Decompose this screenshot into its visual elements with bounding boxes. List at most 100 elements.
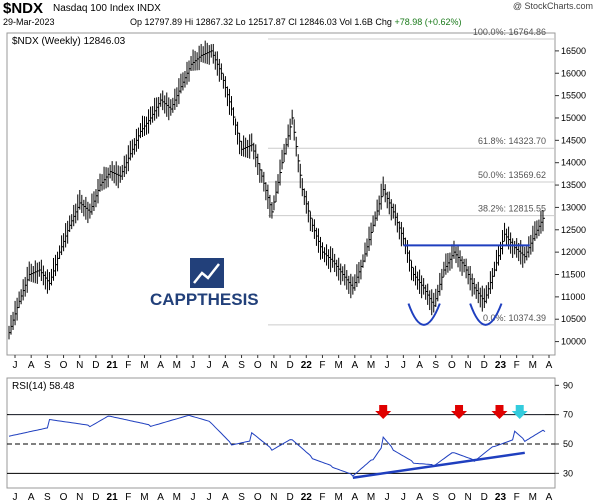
price-x-tick-label: F (514, 360, 520, 371)
close-value: 12846.03 (299, 17, 337, 27)
price-x-tick-label: J (401, 360, 406, 371)
rsi-x-tick-label: S (432, 492, 439, 503)
price-y-tick-label: 15000 (561, 113, 586, 123)
price-x-tick-label: F (125, 360, 131, 371)
fib-level-label: 100.0%: 16764.86 (473, 27, 546, 37)
rsi-x-tick-label: D (92, 492, 99, 503)
rsi-x-tick-label: M (334, 492, 342, 503)
price-y-tick-label: 10000 (561, 337, 586, 347)
price-legend: $NDX (Weekly) 12846.03 (12, 36, 126, 47)
price-x-tick-label: M (140, 360, 148, 371)
rsi-x-tick-label: S (238, 492, 245, 503)
rsi-x-tick-label: M (529, 492, 537, 503)
price-x-tick-label: 23 (495, 360, 507, 371)
price-y-tick-label: 16000 (561, 68, 586, 78)
fib-level-label: 61.8%: 14323.70 (478, 136, 546, 146)
price-x-tick-label: A (351, 360, 358, 371)
price-x-tick-label: D (286, 360, 293, 371)
price-layer: 10000 10500 11000 11500 12000 12500 13000 13500… (8, 27, 586, 371)
price-y-tick-label: 13500 (561, 180, 586, 190)
fib-level-label: 0.0%: 10374.39 (483, 313, 546, 323)
rsi-x-tick-label: 23 (495, 492, 507, 503)
price-x-tick-label: M (334, 360, 342, 371)
price-x-tick-label: S (238, 360, 245, 371)
rsi-x-tick-label: N (464, 492, 471, 503)
rsi-signal-arrow (491, 405, 508, 419)
price-x-tick-label: N (464, 360, 471, 371)
price-y-tick-label: 14500 (561, 135, 586, 145)
rsi-signal-arrow (451, 405, 468, 419)
price-x-tick-label: 22 (301, 360, 313, 371)
rsi-y-tick-label: 70 (563, 410, 573, 420)
rsi-x-tick-label: N (270, 492, 277, 503)
price-x-tick-label: D (481, 360, 488, 371)
rsi-x-tick-label: F (319, 492, 325, 503)
rsi-x-tick-label: N (76, 492, 83, 503)
rsi-signal-arrow (375, 405, 392, 419)
price-y-tick-label: 11500 (561, 270, 585, 280)
price-y-tick-label: 12000 (561, 247, 586, 257)
rsi-x-tick-label: J (191, 492, 196, 503)
price-y-tick-label: 15500 (561, 91, 586, 101)
price-x-tick-label: O (60, 360, 68, 371)
rsi-x-tick-label: O (60, 492, 68, 503)
rsi-x-tick-label: O (448, 492, 456, 503)
rsi-x-tick-label: 22 (301, 492, 313, 503)
rsi-x-tick-label: A (416, 492, 423, 503)
pattern-cup-right (469, 303, 503, 326)
price-x-tick-label: O (448, 360, 456, 371)
price-pane-frame (6, 32, 556, 356)
price-x-tick-label: A (28, 360, 35, 371)
change-value: +78.98 (+0.62%) (394, 17, 462, 27)
price-x-tick-label: N (270, 360, 277, 371)
chart-index-name: Nasdaq 100 Index INDX (53, 3, 161, 14)
price-x-tick-label: S (44, 360, 51, 371)
rsi-x-tick-label: J (207, 492, 212, 503)
change-label: Chg (375, 17, 392, 27)
chart-date: 29-Mar-2023 (3, 17, 55, 27)
ohlc-readout: Op 12797.89 Hi 12867.32 Lo 12517.87 Cl 1… (130, 17, 462, 27)
price-x-tick-label: N (76, 360, 83, 371)
rsi-x-tick-label: A (28, 492, 35, 503)
price-y-tick-label: 16500 (561, 46, 586, 56)
rsi-x-tick-label: A (157, 492, 164, 503)
rsi-x-tick-label: J (385, 492, 390, 503)
price-x-tick-label: M (173, 360, 181, 371)
logo-text: CAPPTHESIS (150, 290, 259, 309)
low-label: Lo (235, 17, 246, 27)
rsi-line (8, 414, 546, 477)
capp-logo: CAPPTHESIS (150, 258, 259, 309)
rsi-x-tick-label: M (140, 492, 148, 503)
rsi-x-tick-label: O (254, 492, 262, 503)
rsi-y-tick-label: 30 (563, 468, 573, 478)
rsi-x-tick-label: A (222, 492, 229, 503)
rsi-x-tick-label: F (514, 492, 520, 503)
rsi-y-tick-label: 50 (563, 439, 573, 449)
price-x-tick-label: O (254, 360, 262, 371)
price-x-tick-label: A (157, 360, 164, 371)
rsi-x-tick-label: 21 (107, 492, 119, 503)
price-x-tick-label: S (432, 360, 439, 371)
chart-credit: @ StockCharts.com (512, 1, 593, 11)
price-y-tick-label: 13000 (561, 202, 586, 212)
high-value: 12867.32 (195, 17, 234, 27)
low-value: 12517.87 (248, 17, 286, 27)
price-x-tick-label: M (367, 360, 375, 371)
price-x-tick-label: J (207, 360, 212, 371)
rsi-x-tick-label: D (481, 492, 488, 503)
volume-label: Vol (339, 17, 352, 27)
rsi-x-tick-label: M (367, 492, 375, 503)
price-x-tick-label: 21 (107, 360, 119, 371)
price-y-tick-label: 14000 (561, 158, 586, 168)
open-value: 12797.89 (144, 17, 183, 27)
rsi-signal-arrow (511, 405, 528, 419)
price-x-tick-label: J (191, 360, 196, 371)
fib-level-label: 50.0%: 13569.62 (478, 170, 546, 180)
logo-trend-line (193, 263, 220, 284)
rsi-x-tick-label: F (125, 492, 131, 503)
open-label: Op (130, 17, 143, 27)
price-y-tick-label: 11000 (561, 292, 585, 302)
price-y-tick-label: 10500 (561, 314, 586, 324)
